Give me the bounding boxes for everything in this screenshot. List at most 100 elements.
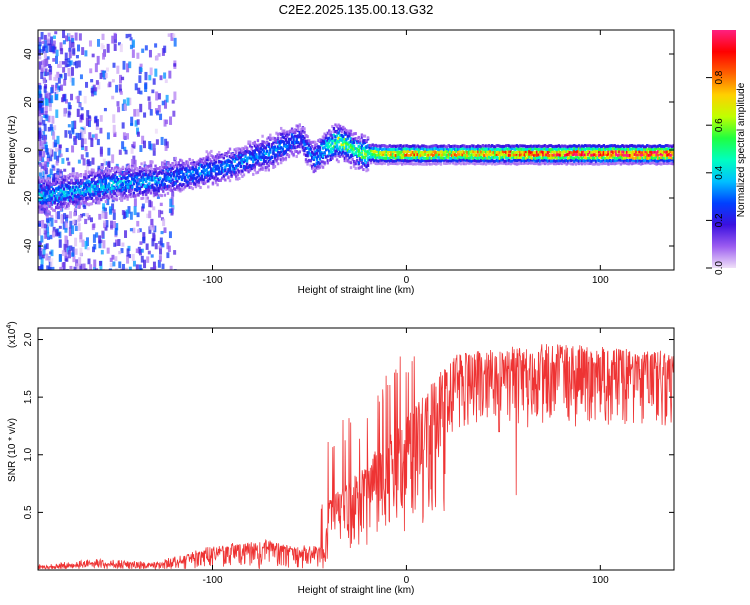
ridge-cell bbox=[463, 162, 466, 166]
ridge-cell bbox=[304, 141, 308, 145]
ridge-cell bbox=[179, 163, 182, 167]
noise-cell bbox=[140, 255, 144, 263]
ridge-cell bbox=[594, 153, 598, 157]
ridge-cell bbox=[639, 147, 643, 151]
ridge-cell bbox=[452, 161, 455, 165]
ridge-cell bbox=[362, 139, 365, 143]
ridge-cell bbox=[114, 187, 117, 191]
ridge-cell bbox=[539, 156, 542, 160]
ridge-cell bbox=[279, 140, 283, 144]
noise-cell bbox=[38, 109, 42, 117]
ridge-cell bbox=[210, 167, 213, 171]
ridge-cell bbox=[138, 166, 142, 170]
ridge-cell bbox=[652, 153, 655, 157]
noise-cell bbox=[74, 135, 78, 145]
ridge-cell bbox=[470, 146, 474, 150]
ridge-cell bbox=[44, 189, 47, 193]
ridge-cell bbox=[186, 161, 190, 165]
noise-cell bbox=[62, 94, 66, 98]
ridge-cell bbox=[279, 132, 283, 136]
ridge-cell bbox=[239, 148, 243, 152]
ridge-cell bbox=[410, 146, 413, 150]
ridge-cell bbox=[236, 163, 239, 167]
ridge-cell bbox=[233, 153, 236, 157]
noise-cell bbox=[52, 226, 56, 233]
ridge-cell bbox=[331, 139, 334, 143]
ridge-cell bbox=[438, 152, 441, 156]
ridge-cell bbox=[570, 144, 573, 148]
ridge-cell bbox=[332, 133, 336, 137]
ridge-cell bbox=[593, 158, 596, 162]
ridge-cell bbox=[273, 164, 277, 168]
ridge-cell bbox=[562, 144, 565, 148]
ridge-cell bbox=[393, 150, 396, 154]
noise-cell bbox=[157, 93, 161, 100]
ridge-cell bbox=[86, 202, 89, 206]
ridge-cell bbox=[574, 153, 578, 157]
ridge-cell bbox=[660, 152, 663, 156]
ridge-cell bbox=[186, 164, 190, 168]
noise-cell bbox=[139, 241, 143, 245]
ridge-cell bbox=[449, 161, 452, 165]
ridge-cell bbox=[621, 144, 624, 148]
noise-cell bbox=[131, 253, 135, 261]
noise-cell bbox=[38, 228, 42, 236]
ridge-cell bbox=[56, 199, 60, 203]
noise-cell bbox=[38, 61, 42, 70]
ridge-cell bbox=[64, 183, 67, 187]
ridge-cell bbox=[540, 144, 543, 148]
ridge-cell bbox=[422, 144, 426, 148]
ridge-cell bbox=[531, 158, 534, 162]
ridge-cell bbox=[162, 171, 165, 175]
ridge-cell bbox=[217, 150, 221, 154]
ridge-cell bbox=[69, 201, 72, 205]
noise-cell bbox=[170, 208, 174, 216]
ridge-cell bbox=[418, 155, 421, 159]
ridge-cell bbox=[486, 147, 489, 151]
ridge-cell bbox=[93, 198, 97, 202]
ridge-cell bbox=[312, 156, 315, 160]
ridge-cell bbox=[270, 145, 274, 149]
ridge-cell bbox=[267, 164, 270, 168]
ridge-cell bbox=[335, 158, 339, 162]
ridge-cell bbox=[613, 144, 616, 148]
ridge-cell bbox=[404, 155, 407, 159]
ridge-cell bbox=[611, 161, 615, 165]
noise-cell bbox=[89, 264, 93, 270]
ridge-cell bbox=[447, 152, 450, 156]
noise-cell bbox=[46, 236, 50, 240]
noise-cell bbox=[50, 214, 54, 220]
ridge-cell bbox=[584, 150, 587, 154]
ridge-cell bbox=[549, 153, 553, 157]
ridge-cell bbox=[357, 161, 360, 165]
noise-cell bbox=[38, 44, 42, 50]
ridge-cell bbox=[619, 162, 623, 166]
ridge-cell bbox=[531, 145, 534, 149]
ridge-cell bbox=[366, 163, 370, 167]
noise-cell bbox=[163, 45, 167, 53]
ridge-cell bbox=[98, 192, 101, 196]
ridge-cell bbox=[72, 200, 75, 204]
ridge-cell bbox=[286, 133, 289, 137]
ridge-cell bbox=[163, 162, 167, 166]
ridge-cell bbox=[489, 159, 492, 163]
ridge-cell bbox=[660, 162, 663, 166]
ridge-cell bbox=[323, 161, 326, 165]
ridge-cell bbox=[270, 161, 274, 165]
ridge-cell bbox=[509, 147, 512, 151]
ridge-cell bbox=[343, 127, 346, 131]
noise-cell bbox=[38, 130, 42, 140]
ridge-cell bbox=[235, 151, 238, 155]
noise-cell bbox=[87, 115, 91, 119]
ridge-cell bbox=[47, 188, 50, 192]
ridge-cell bbox=[100, 198, 103, 202]
noise-cell bbox=[44, 84, 48, 89]
ridge-cell bbox=[357, 135, 360, 139]
ridge-cell bbox=[489, 161, 492, 165]
ridge-cell bbox=[331, 156, 334, 160]
ridge-cell bbox=[390, 144, 393, 148]
noise-cell bbox=[40, 71, 44, 80]
ridge-cell bbox=[127, 179, 131, 183]
ridge-cell bbox=[596, 162, 599, 166]
